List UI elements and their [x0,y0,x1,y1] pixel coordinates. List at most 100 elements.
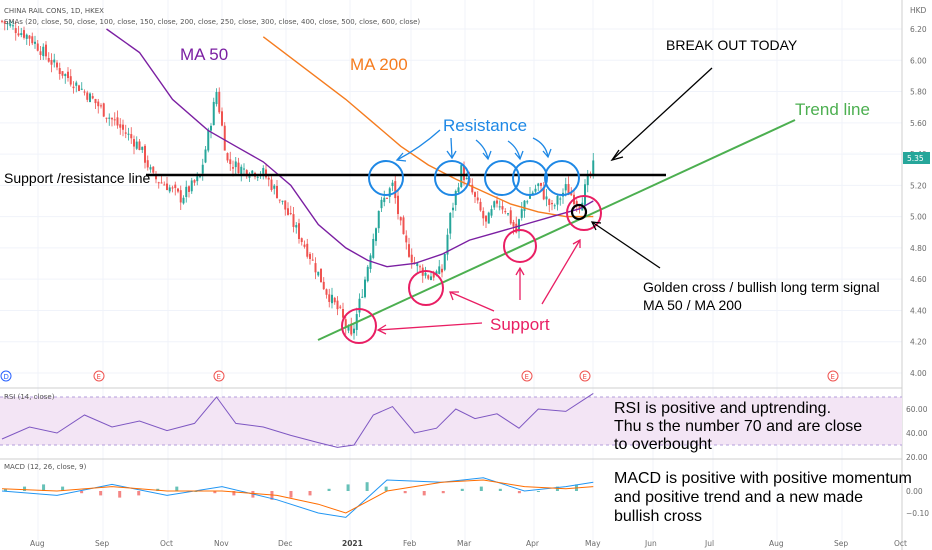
candle-body [80,88,83,90]
candle-body [333,297,336,303]
candle-body [243,168,245,170]
candle-body [251,170,254,174]
candle-body [553,205,556,207]
last-price-badge [903,152,930,164]
candle-body [69,76,72,85]
svg-text:E: E [831,373,835,381]
candle-body [540,182,542,186]
candle-body [399,217,402,221]
candle-body [383,197,386,203]
candle-body [182,197,185,204]
candle-body [432,273,435,278]
macd-label: MACD (12, 26, close, 9) [4,463,87,471]
price-tick: 4.80 [910,244,927,253]
candle-body [146,160,149,168]
macd-bar [498,488,502,491]
candle-body [328,294,331,302]
candle-body [141,146,144,150]
candle-body [245,170,248,177]
resistance-arrow [475,139,489,160]
candle-body [548,199,551,206]
candle-body [498,206,501,208]
macd-tick: −0.10 [906,509,929,518]
rsi-comment-3: to overbought [614,436,712,453]
candle-body [105,117,108,119]
candle-body [3,21,6,24]
candle-body [397,195,399,215]
resistance-arrow [507,140,521,160]
candle-body [320,268,322,283]
candle-body [504,211,507,213]
candle-body [515,223,518,233]
symbol-line: CHINA RAIL CONS, 1D, HKEX [4,7,104,15]
macd-bar [80,491,84,494]
candle-body [463,166,465,181]
golden-cross-label-1: Golden cross / bullish long term signal [643,279,880,295]
price-tick: 4.60 [910,275,927,284]
candle-body [144,145,146,163]
macd-bar [61,486,65,491]
candle-body [471,184,474,193]
macd-bar [4,488,7,491]
candle-body [212,101,215,126]
candle-body [490,209,493,216]
candle-body [179,190,182,203]
earnings-marker[interactable] [521,370,533,382]
candle-body [487,212,490,224]
price-tick: 5.00 [910,213,927,222]
macd-bar [479,486,483,491]
candle-body [89,93,91,103]
earnings-marker[interactable] [213,370,225,382]
candle-body [163,184,166,186]
candle-body [507,213,509,215]
resistance-arrowhead [482,150,492,161]
candle-body [364,279,366,298]
candle-body [168,187,171,192]
candle-body [188,186,190,192]
svg-text:E: E [217,373,221,381]
candle-body [287,208,289,215]
candle-body [281,200,284,202]
support-arrowhead [376,324,387,335]
candle-body [207,129,210,151]
candle-body [430,276,432,281]
resistance-circle [544,160,580,196]
earnings-marker[interactable] [93,370,105,382]
candle-body [102,103,105,117]
candle-body [564,184,567,191]
candle-body [325,289,328,295]
earnings-marker[interactable] [827,370,839,382]
candle-body [226,153,229,161]
price-tick: 4.00 [910,369,927,378]
candle-body [512,221,515,227]
candle-body [339,306,342,308]
candles [1,19,595,340]
macd-bar [308,491,312,496]
dividend-marker[interactable] [0,370,12,382]
event-markers: D E E E E E [0,370,839,382]
candle-body [300,238,303,243]
candle-body [570,192,573,196]
time-tick: 2021 [342,539,363,548]
candle-body [201,164,204,174]
candle-body [72,86,75,89]
candle-body [97,101,100,107]
candle-body [331,294,333,304]
support-arrow [449,291,495,312]
support-arrowhead [515,266,525,276]
candle-body [256,176,259,178]
time-tick: Mar [457,539,472,548]
currency-label: HKD [910,6,927,15]
macd-bar [384,486,388,491]
candle-body [314,263,317,273]
candle-body [86,92,89,100]
macd-bar [137,491,141,496]
earnings-marker[interactable] [579,370,591,382]
resistance-circle [484,160,520,196]
ma200-line [262,36,594,218]
candle-body [416,263,419,267]
candle-body [435,271,438,276]
support-circle [341,308,377,344]
time-tick: Jul [704,539,714,548]
rsi-line [1,392,594,448]
